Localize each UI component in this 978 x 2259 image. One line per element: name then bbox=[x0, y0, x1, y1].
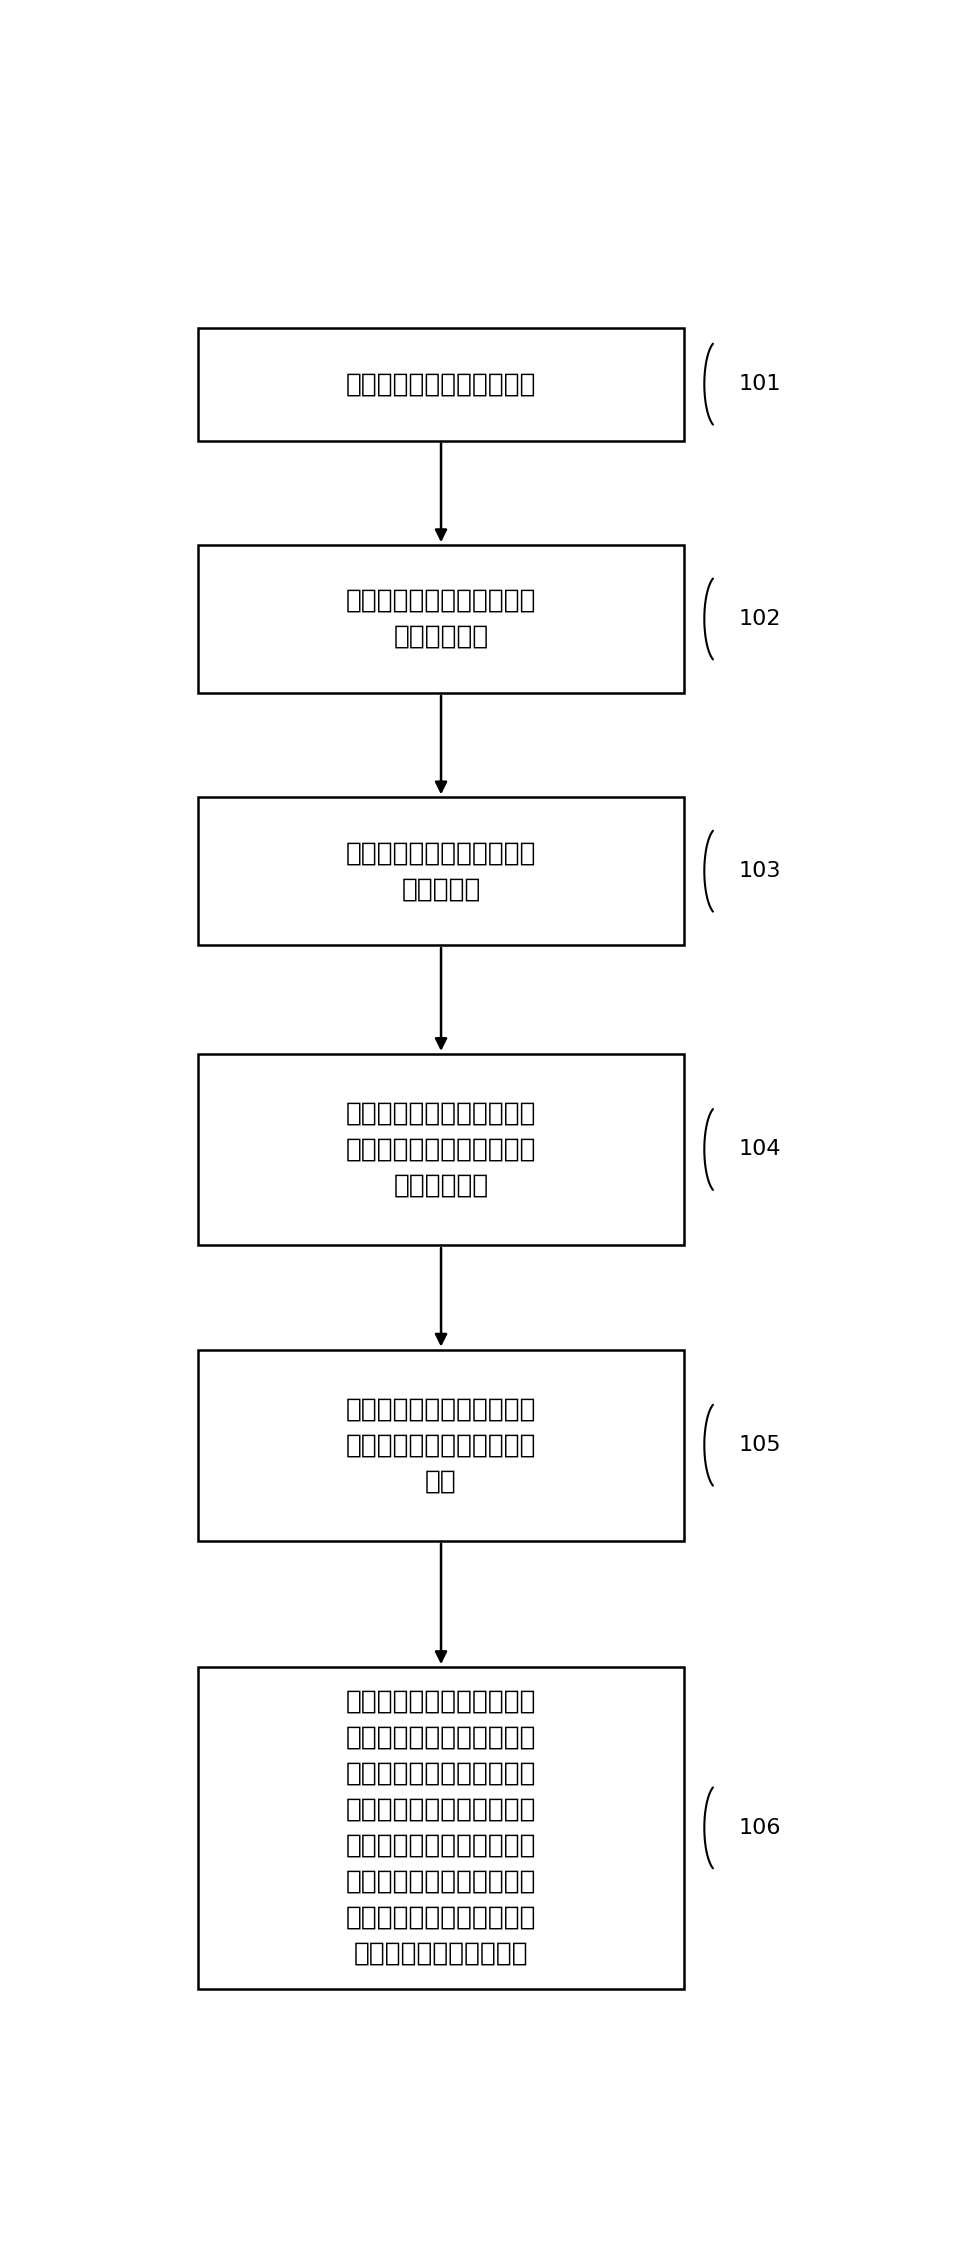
Bar bbox=[198, 797, 683, 944]
Text: 统计所述油气藏的岩体力学
性质影响参数: 统计所述油气藏的岩体力学 性质影响参数 bbox=[345, 587, 536, 651]
Bar bbox=[198, 328, 683, 441]
Bar bbox=[198, 1349, 683, 1541]
Text: 104: 104 bbox=[737, 1139, 780, 1159]
Bar bbox=[198, 1667, 683, 1988]
Text: 102: 102 bbox=[737, 610, 780, 628]
Text: 采用所述岩石力学参数，岩
石力学参数各向异性强度，
油气藏的岩石力学参数及岩
体力学性质影响参数的关联
关系，以及，岩体力学性质
影响参数与各向异性强度的
关联: 采用所述岩石力学参数，岩 石力学参数各向异性强度， 油气藏的岩石力学参数及岩 体… bbox=[345, 1690, 536, 1968]
Text: 106: 106 bbox=[737, 1818, 780, 1839]
Text: 101: 101 bbox=[737, 375, 780, 393]
Text: 获取所述油气藏的岩石力学
参数及岩体力学性质影响参
数的关联关系: 获取所述油气藏的岩石力学 参数及岩体力学性质影响参 数的关联关系 bbox=[345, 1100, 536, 1200]
Text: 测量油气藏的岩石力学参数: 测量油气藏的岩石力学参数 bbox=[345, 370, 536, 398]
Text: 计算所述岩石力学参数的各
向异性强度: 计算所述岩石力学参数的各 向异性强度 bbox=[345, 840, 536, 901]
Bar bbox=[198, 1053, 683, 1245]
Text: 105: 105 bbox=[737, 1434, 780, 1455]
Text: 103: 103 bbox=[737, 861, 780, 881]
Bar bbox=[198, 544, 683, 694]
Text: 获取所述岩体力学性质影响
参数与各向异性强度的关联
关系: 获取所述岩体力学性质影响 参数与各向异性强度的关联 关系 bbox=[345, 1396, 536, 1493]
